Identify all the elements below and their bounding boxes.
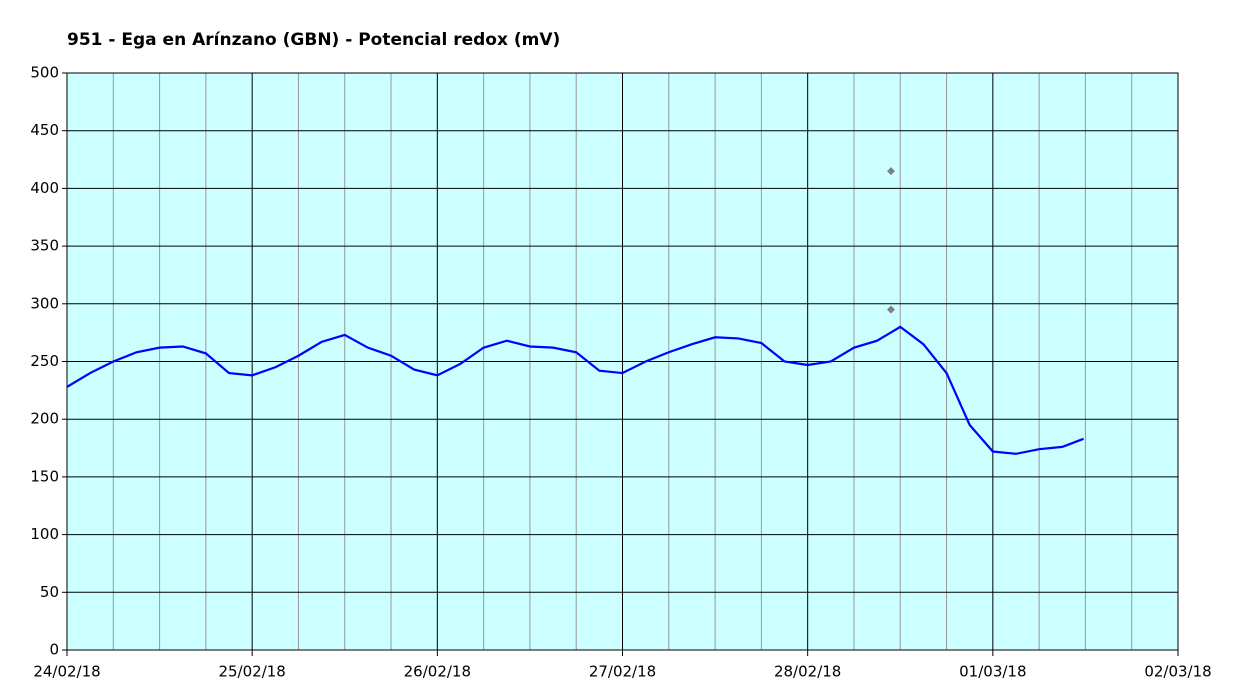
chart-title: 951 - Ega en Arínzano (GBN) - Potencial … [67, 30, 560, 50]
x-tick-label: 27/02/18 [589, 663, 656, 681]
y-tick-label: 450 [30, 121, 59, 139]
x-tick-label: 24/02/18 [33, 663, 100, 681]
y-tick-label: 500 [30, 64, 59, 82]
data-point [886, 305, 895, 314]
y-tick-label: 0 [49, 641, 59, 659]
data-point [886, 167, 895, 176]
x-tick-label: 25/02/18 [218, 663, 285, 681]
y-tick-label: 300 [30, 294, 59, 312]
y-tick-label: 100 [30, 525, 59, 543]
x-tick-label: 28/02/18 [774, 663, 841, 681]
y-tick-label: 150 [30, 467, 59, 485]
y-tick-label: 250 [30, 352, 59, 370]
x-tick-label: 01/03/18 [959, 663, 1026, 681]
y-tick-label: 50 [40, 583, 59, 601]
x-tick-label: 26/02/18 [404, 663, 471, 681]
y-tick-label: 350 [30, 237, 59, 255]
data-line [66, 325, 1084, 455]
y-tick-label: 200 [30, 410, 59, 428]
y-tick-label: 400 [30, 179, 59, 197]
x-tick-label: 02/03/18 [1144, 663, 1211, 681]
